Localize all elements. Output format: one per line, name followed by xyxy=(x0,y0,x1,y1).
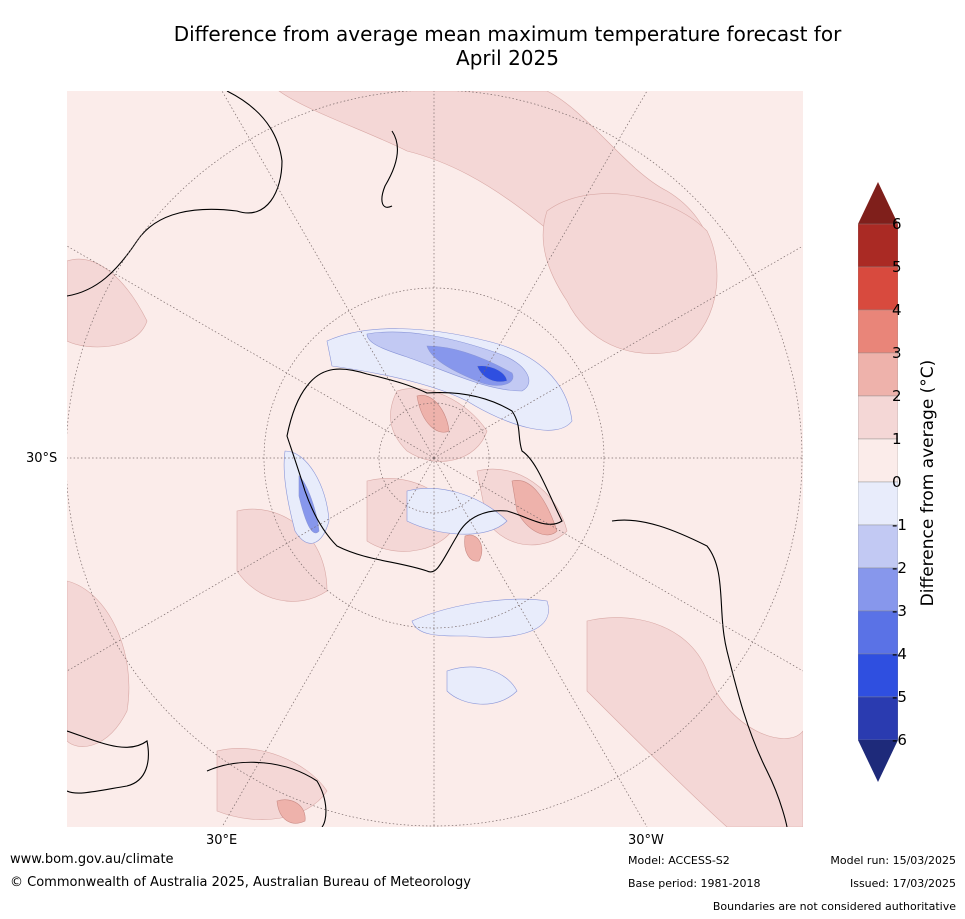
coast-new-zealand xyxy=(381,130,398,208)
meridian-120w xyxy=(433,245,803,459)
colorbar-extend-min xyxy=(858,740,898,782)
coast-africa-west xyxy=(67,730,149,794)
warm-region-africa xyxy=(67,580,130,747)
colorbar-tick-label: -2 xyxy=(892,559,907,577)
warm-strong-ross xyxy=(464,534,483,562)
colorbar-tick-label: 4 xyxy=(892,301,902,319)
colorbar-band xyxy=(858,352,898,397)
warm-region-pacific xyxy=(542,193,718,354)
polar-stereographic-map xyxy=(67,91,803,827)
coastlines xyxy=(67,91,788,827)
colorbar-tick-label: -4 xyxy=(892,645,907,663)
colorbar-tick-label: -6 xyxy=(892,731,907,749)
cool-region-ross-sea xyxy=(326,328,573,431)
colorbar-band xyxy=(858,223,898,268)
map-title: Difference from average mean maximum tem… xyxy=(60,22,955,70)
warm-strong-peninsula xyxy=(511,480,558,536)
meridian-120e xyxy=(67,245,435,459)
meridian-60w xyxy=(433,457,803,672)
colorbar-tick-label: 2 xyxy=(892,387,902,405)
coast-africa xyxy=(206,761,327,827)
warm-anomaly-strong xyxy=(276,394,558,824)
graticule-circle-60s xyxy=(263,287,605,629)
colorbar-tick-label: -3 xyxy=(892,602,907,620)
coast-australia xyxy=(67,91,283,297)
colorbar-band xyxy=(858,309,898,354)
colorbar-band xyxy=(858,481,898,526)
graticule-circle-30s xyxy=(67,91,803,827)
footer-boundaries-note: Boundaries are not considered authoritat… xyxy=(712,900,956,913)
title-line-2: April 2025 xyxy=(456,46,559,70)
meridian-150e xyxy=(221,91,435,459)
colorbar-tick-label: 1 xyxy=(892,430,902,448)
colorbar-label: Difference from average (°C) xyxy=(918,359,938,607)
warm-region-southern-africa-sea xyxy=(216,748,328,820)
title-line-1: Difference from average mean maximum tem… xyxy=(173,22,842,46)
footer-copyright: © Commonwealth of Australia 2025, Austra… xyxy=(10,875,471,890)
footer-model-run: Model run: 15/03/2025 xyxy=(830,854,956,867)
meridian-30e xyxy=(221,457,435,827)
footer-model: Model: ACCESS-S2 xyxy=(628,854,730,867)
footer-base-period: Base period: 1981-2018 xyxy=(628,877,761,890)
meridian-60e xyxy=(67,457,435,672)
longitude-label-30e: 30°E xyxy=(206,833,238,848)
latitude-label-30s: 30°S xyxy=(26,451,58,466)
colorbar-tick-label: -1 xyxy=(892,516,907,534)
colorbar-band xyxy=(858,567,898,612)
warm-region-south-america xyxy=(586,617,803,827)
colorbar-band xyxy=(858,438,898,483)
cool-region-ross-sea-deep xyxy=(476,365,508,383)
meridian-30w xyxy=(433,457,648,827)
colorbar-band xyxy=(858,266,898,311)
colorbar-tick-label: 5 xyxy=(892,258,902,276)
colorbar-tick-label: 3 xyxy=(892,344,902,362)
colorbar-tick-label: -5 xyxy=(892,688,907,706)
cool-region-east-antarctic-mid xyxy=(298,475,320,534)
colorbar-segments xyxy=(858,182,898,782)
cool-anomaly-regions xyxy=(283,328,573,705)
colorbar-tick-label: 6 xyxy=(892,215,902,233)
longitude-label-30w: 30°W xyxy=(628,833,664,848)
coast-south-america xyxy=(611,519,788,827)
colorbar-band xyxy=(858,610,898,655)
meridian-150w xyxy=(433,91,648,459)
colorbar-band xyxy=(858,696,898,741)
colorbar-tick-label: 0 xyxy=(892,473,902,491)
cool-region-south-africa-sea xyxy=(446,666,518,705)
colorbar xyxy=(858,182,898,782)
cool-region-south-atlantic xyxy=(411,598,549,638)
map-panel[interactable] xyxy=(67,91,803,827)
colorbar-extend-max xyxy=(858,182,898,224)
coast-antarctica xyxy=(286,368,563,573)
footer-issued: Issued: 17/03/2025 xyxy=(849,877,956,890)
warm-strong-africa-south xyxy=(276,799,306,824)
warm-strong-inland xyxy=(416,394,450,433)
graticule-circle-inner xyxy=(378,402,490,514)
graticule xyxy=(67,91,803,827)
warm-region-west-australia xyxy=(67,258,148,348)
cool-region-weddell-sea xyxy=(406,488,508,535)
footer-url: www.bom.gov.au/climate xyxy=(10,852,174,867)
colorbar-band xyxy=(858,524,898,569)
